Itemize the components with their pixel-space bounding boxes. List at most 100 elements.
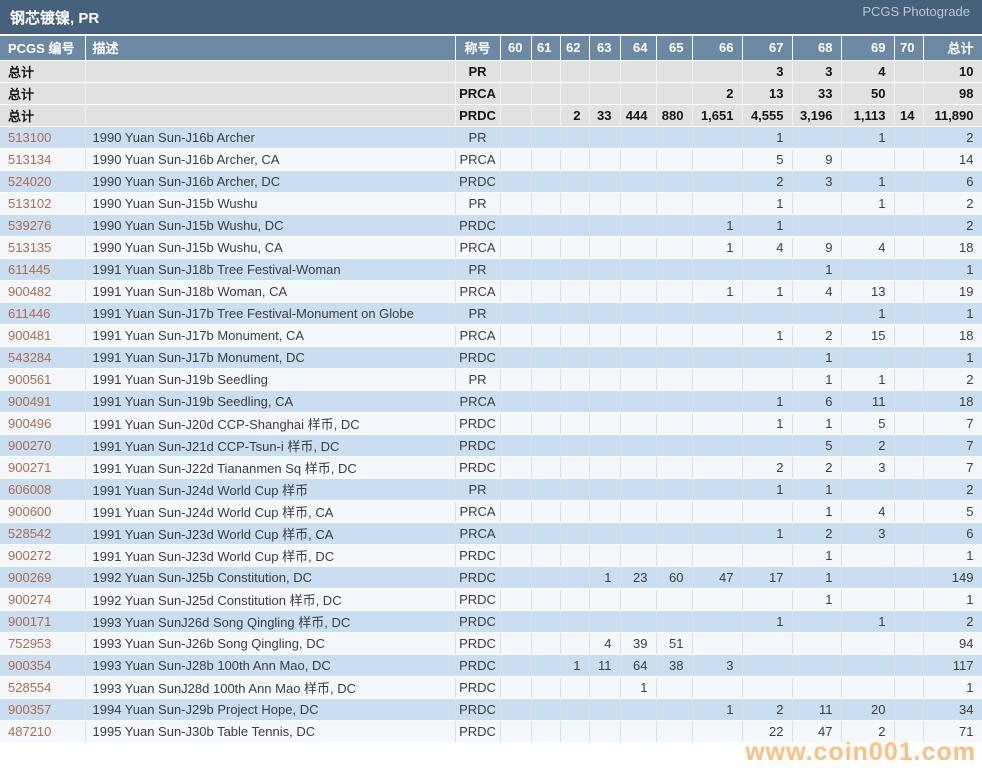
grade-64-count — [620, 522, 657, 545]
grade-66-count — [692, 148, 743, 171]
grade-63-count — [589, 522, 621, 545]
grade-67-count: 1 — [742, 324, 793, 347]
grade-67-count — [742, 368, 793, 391]
grade-67-count: 3 — [742, 60, 793, 83]
pcgs-number-link[interactable]: 900272 — [0, 544, 86, 567]
grade-64-count — [620, 324, 657, 347]
pcgs-number-link[interactable]: 900561 — [0, 368, 86, 391]
pcgs-number-link[interactable]: 539276 — [0, 214, 86, 237]
grade-66-count — [692, 500, 743, 523]
designation: PRDC — [455, 566, 501, 589]
pcgs-number-link[interactable]: 900482 — [0, 280, 86, 303]
grade-61-count — [531, 368, 561, 391]
grade-60-count — [500, 456, 532, 479]
grade-61-count — [531, 654, 561, 677]
pcgs-number-link[interactable]: 513100 — [0, 126, 86, 149]
grade-62-count — [560, 236, 590, 259]
pcgs-number-link[interactable]: 900496 — [0, 412, 86, 435]
coin-row: 900271 1991 Yuan Sun-J22d Tiananmen Sq 样币… — [0, 456, 982, 479]
pcgs-number-link[interactable]: 487210 — [0, 720, 86, 743]
grade-63-count — [589, 148, 621, 171]
pcgs-number-link[interactable]: 900491 — [0, 390, 86, 413]
grade-63-count — [589, 500, 621, 523]
pcgs-number-link[interactable]: 900354 — [0, 654, 86, 677]
grade-62-count — [560, 258, 590, 281]
pcgs-number-link[interactable]: 513134 — [0, 148, 86, 171]
designation: PRDC — [455, 676, 501, 699]
pcgs-number-link[interactable]: 543284 — [0, 346, 86, 369]
column-header-g63: 63 — [589, 36, 621, 61]
grade-62-count — [560, 566, 590, 589]
grade-70-count — [894, 566, 924, 589]
row-total: 10 — [923, 60, 982, 83]
grade-70-count — [894, 346, 924, 369]
pcgs-number-link[interactable]: 513135 — [0, 236, 86, 259]
grade-63-count — [589, 126, 621, 149]
grade-66-count — [692, 434, 743, 457]
pcgs-number-link[interactable]: 528542 — [0, 522, 86, 545]
grade-68-count: 47 — [792, 720, 842, 743]
coin-description: 1991 Yuan Sun-J17b Monument, DC — [85, 346, 456, 369]
pcgs-number-link[interactable]: 900270 — [0, 434, 86, 457]
photograde-link[interactable]: PCGS Photograde — [862, 4, 970, 19]
grade-69-count: 3 — [841, 522, 895, 545]
summary-description-empty — [85, 60, 456, 83]
grade-60-count — [500, 302, 532, 325]
designation: PRCA — [455, 324, 501, 347]
grade-63-count — [589, 720, 621, 743]
pcgs-number-link[interactable]: 524020 — [0, 170, 86, 193]
pcgs-number-link[interactable]: 900600 — [0, 500, 86, 523]
grade-64-count — [620, 126, 657, 149]
pcgs-number-link[interactable]: 611445 — [0, 258, 86, 281]
designation: PRDC — [455, 434, 501, 457]
grade-66-count: 1 — [692, 236, 743, 259]
grade-65-count — [656, 192, 693, 215]
coin-row: 900272 1991 Yuan Sun-J23d World Cup 样币, D… — [0, 544, 982, 567]
designation: PRDC — [455, 698, 501, 721]
column-header-g61: 61 — [531, 36, 561, 61]
grade-61-count — [531, 214, 561, 237]
grade-61-count — [531, 258, 561, 281]
coin-description: 1991 Yuan Sun-J18b Woman, CA — [85, 280, 456, 303]
pcgs-number-link[interactable]: 900357 — [0, 698, 86, 721]
grade-68-count: 1 — [792, 566, 842, 589]
coin-row: 900600 1991 Yuan Sun-J24d World Cup 样币, C… — [0, 500, 982, 523]
coin-description: 1991 Yuan Sun-J20d CCP-Shanghai 样币, DC — [85, 412, 456, 435]
grade-65-count: 60 — [656, 566, 693, 589]
grade-60-count — [500, 390, 532, 413]
pcgs-number-link[interactable]: 528554 — [0, 676, 86, 699]
coin-description: 1994 Yuan Sun-J29b Project Hope, DC — [85, 698, 456, 721]
pcgs-number-link[interactable]: 611446 — [0, 302, 86, 325]
coin-description: 1995 Yuan Sun-J30b Table Tennis, DC — [85, 720, 456, 743]
coin-row: 900496 1991 Yuan Sun-J20d CCP-Shanghai 样币… — [0, 412, 982, 435]
grade-69-count: 4 — [841, 60, 895, 83]
grade-68-count: 1 — [792, 588, 842, 611]
grade-70-count — [894, 236, 924, 259]
coin-row: 900171 1993 Yuan SunJ26d Song Qingling 样币… — [0, 610, 982, 633]
pcgs-number-link[interactable]: 513102 — [0, 192, 86, 215]
grade-62-count — [560, 170, 590, 193]
grade-69-count — [841, 148, 895, 171]
pcgs-number-link[interactable]: 900269 — [0, 566, 86, 589]
grade-67-count: 1 — [742, 126, 793, 149]
grade-62-count — [560, 82, 590, 105]
coin-row: 528542 1991 Yuan Sun-J23d World Cup 样币, C… — [0, 522, 982, 545]
grade-61-count — [531, 412, 561, 435]
grade-62-count — [560, 126, 590, 149]
grade-65-count — [656, 346, 693, 369]
summary-row-pr: 总计 PR 3 3 4 10 — [0, 60, 982, 83]
pcgs-number-link[interactable]: 900274 — [0, 588, 86, 611]
pcgs-number-link[interactable]: 752953 — [0, 632, 86, 655]
grade-68-count: 3 — [792, 170, 842, 193]
pcgs-number-link[interactable]: 900481 — [0, 324, 86, 347]
pcgs-number-link[interactable]: 606008 — [0, 478, 86, 501]
row-total: 5 — [923, 500, 982, 523]
pcgs-number-link[interactable]: 900271 — [0, 456, 86, 479]
grade-61-count — [531, 82, 561, 105]
grade-63-count — [589, 170, 621, 193]
grade-64-count — [620, 236, 657, 259]
pcgs-number-link[interactable]: 900171 — [0, 610, 86, 633]
grade-68-count: 9 — [792, 236, 842, 259]
column-header-g65: 65 — [656, 36, 693, 61]
